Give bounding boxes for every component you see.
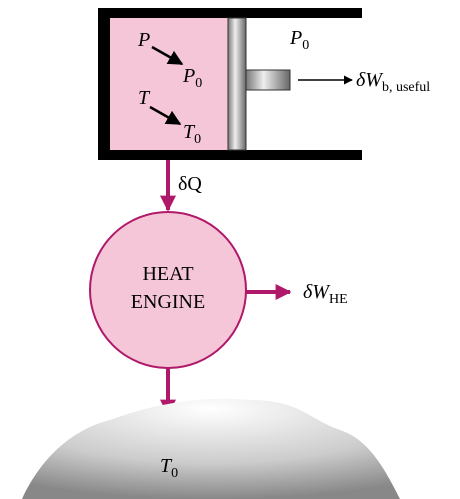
label: T	[138, 87, 151, 109]
cylinder-bottom	[98, 150, 362, 160]
label: T0	[183, 121, 201, 147]
label: δWb, useful	[356, 69, 430, 95]
label: HEAT	[142, 263, 193, 285]
gas	[110, 18, 228, 150]
label: P0	[289, 27, 309, 53]
piston-rod	[245, 69, 291, 91]
label: P0	[182, 65, 202, 91]
cylinder-wall	[98, 8, 110, 160]
state-arrow	[149, 105, 182, 126]
label: P	[137, 29, 150, 51]
label: δWHE	[303, 281, 348, 307]
label: ENGINE	[131, 291, 205, 313]
cylinder-top	[98, 8, 362, 18]
piston	[227, 17, 247, 151]
label: T0	[160, 455, 178, 481]
surroundings	[22, 398, 400, 499]
label: δQ	[178, 173, 202, 195]
heat-engine	[89, 211, 247, 369]
state-arrow	[151, 45, 184, 66]
